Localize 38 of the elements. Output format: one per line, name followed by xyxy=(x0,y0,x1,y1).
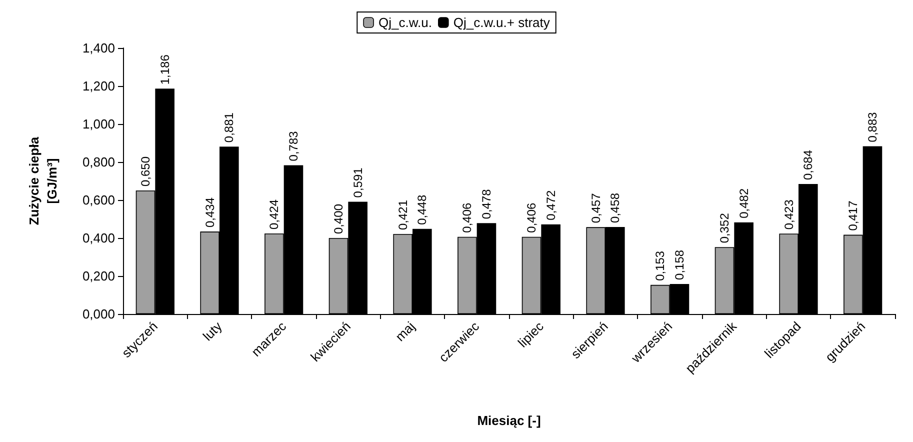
y-tick-label: 1,200 xyxy=(82,78,115,94)
y-tick-label: 0,600 xyxy=(82,192,115,208)
legend-label: Qj_c.w.u.+ straty xyxy=(453,15,550,30)
data-label: 0,684 xyxy=(801,150,816,180)
y-tick-label: 0,200 xyxy=(82,268,115,284)
data-label: 0,158 xyxy=(672,250,686,280)
x-tick-label: luty xyxy=(200,318,226,344)
data-label: 0,406 xyxy=(524,202,539,233)
x-axis-title: Miesiąc [-] xyxy=(477,413,541,428)
data-label: 0,153 xyxy=(653,250,668,281)
y-tick-label: 0,400 xyxy=(82,230,115,246)
data-label: 0,650 xyxy=(138,156,153,186)
data-label: 0,406 xyxy=(460,202,474,233)
data-label: 0,457 xyxy=(588,192,603,224)
data-label: 0,400 xyxy=(332,204,346,234)
y-tick-label: 1,400 xyxy=(82,40,115,56)
data-label: 0,417 xyxy=(846,200,860,231)
data-label: 0,883 xyxy=(865,112,880,142)
y-axis-title: Zużycie ciepła [GJ/m³] xyxy=(26,136,60,226)
data-label: 1,186 xyxy=(158,54,172,85)
data-label: 0,423 xyxy=(782,199,796,230)
data-label: 0,424 xyxy=(267,199,282,230)
data-label: 0,482 xyxy=(736,188,751,218)
data-label: 0,352 xyxy=(718,212,732,244)
y-tick-label: 0,000 xyxy=(82,306,115,322)
y-tick-label: 1,000 xyxy=(82,116,115,132)
data-label: 0,881 xyxy=(222,112,236,143)
x-tick-label: maj xyxy=(392,318,418,344)
data-label: 0,783 xyxy=(286,130,300,162)
data-label: 0,434 xyxy=(202,197,217,228)
legend-label: Qj_c.w.u. xyxy=(378,15,432,30)
data-label: 0,458 xyxy=(608,192,622,223)
data-label: 0,478 xyxy=(479,188,494,220)
data-label: 0,448 xyxy=(415,194,430,225)
data-label: 0,591 xyxy=(350,167,365,198)
data-label: 0,421 xyxy=(396,200,410,230)
data-label: 0,472 xyxy=(544,190,558,220)
y-tick-label: 0,800 xyxy=(82,154,115,170)
